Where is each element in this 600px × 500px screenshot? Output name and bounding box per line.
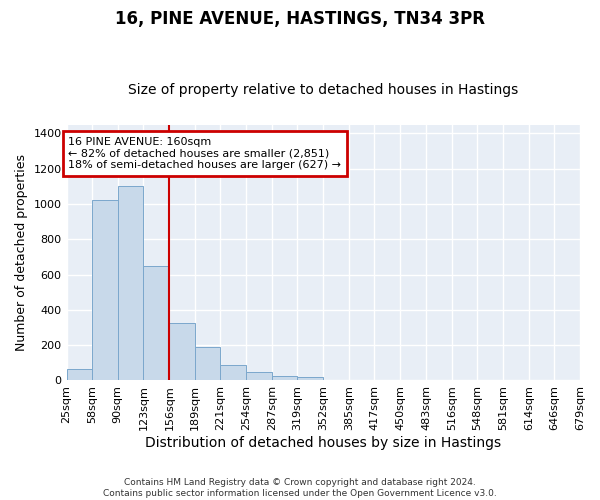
Bar: [143, 266, 169, 380]
Bar: [118, 186, 143, 380]
Text: 16, PINE AVENUE, HASTINGS, TN34 3PR: 16, PINE AVENUE, HASTINGS, TN34 3PR: [115, 10, 485, 28]
Bar: [67, 369, 92, 380]
Text: 16 PINE AVENUE: 160sqm
← 82% of detached houses are smaller (2,851)
18% of semi-: 16 PINE AVENUE: 160sqm ← 82% of detached…: [68, 137, 341, 170]
Bar: [169, 323, 195, 380]
X-axis label: Distribution of detached houses by size in Hastings: Distribution of detached houses by size …: [145, 436, 502, 450]
Y-axis label: Number of detached properties: Number of detached properties: [15, 154, 28, 351]
Title: Size of property relative to detached houses in Hastings: Size of property relative to detached ho…: [128, 83, 518, 97]
Bar: [272, 376, 298, 380]
Bar: [195, 347, 220, 380]
Bar: [220, 364, 247, 380]
Bar: [92, 200, 118, 380]
Bar: [298, 377, 323, 380]
Text: Contains HM Land Registry data © Crown copyright and database right 2024.
Contai: Contains HM Land Registry data © Crown c…: [103, 478, 497, 498]
Bar: [247, 372, 272, 380]
